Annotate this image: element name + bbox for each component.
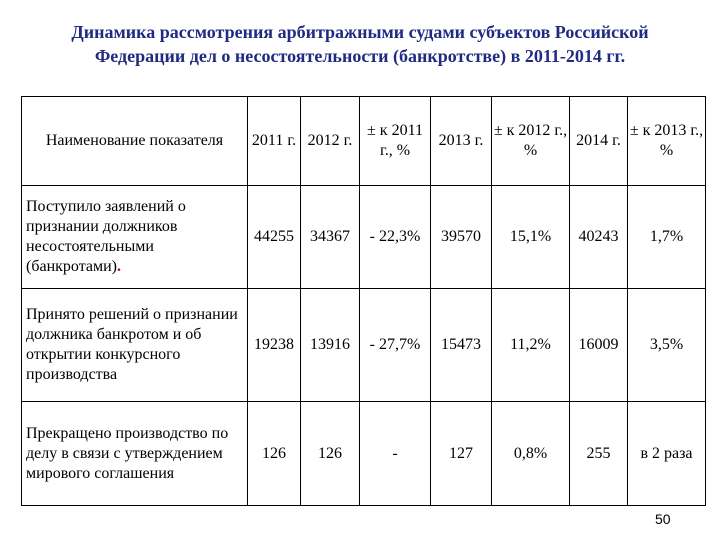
header-indicator-name: Наименование показателя <box>21 96 248 186</box>
table-row: Поступило заявлений о признании должнико… <box>21 185 706 289</box>
header-2011: 2011 г. <box>247 96 301 186</box>
table-row: Принято решений о признании должника бан… <box>21 288 706 402</box>
row-label-tail: . <box>117 258 121 275</box>
table-cell: - 27,7% <box>359 288 431 402</box>
table-cell: 16009 <box>569 288 628 402</box>
table-cell: 13916 <box>300 288 360 402</box>
row-label-terminated: Прекращено производство по делу в связи … <box>21 401 248 506</box>
table-cell: 34367 <box>300 185 360 289</box>
row-label-decisions: Принято решений о признании должника бан… <box>21 288 248 402</box>
header-2014: 2014 г. <box>569 96 628 186</box>
header-change-to-2013: ± к 2013 г., % <box>627 96 706 186</box>
table-cell: 127 <box>430 401 492 506</box>
header-change-to-2012: ± к 2012 г., % <box>491 96 570 186</box>
slide-title-line-1: Динамика рассмотрения арбитражными судам… <box>71 22 649 42</box>
table-cell: 40243 <box>569 185 628 289</box>
table-cell: 44255 <box>247 185 301 289</box>
table-header-row: Наименование показателя 2011 г. 2012 г. … <box>21 96 706 186</box>
header-change-to-2011: ± к 2011 г., % <box>359 96 431 186</box>
table-cell: 126 <box>247 401 301 506</box>
slide-title: Динамика рассмотрения арбитражными судам… <box>0 20 720 68</box>
table-cell: 1,7% <box>627 185 706 289</box>
table-cell: 126 <box>300 401 360 506</box>
table-row: Прекращено производство по делу в связи … <box>21 401 706 506</box>
table-cell: 0,8% <box>491 401 570 506</box>
header-2013: 2013 г. <box>430 96 492 186</box>
header-2012: 2012 г. <box>300 96 360 186</box>
table-cell: 11,2% <box>491 288 570 402</box>
row-label-applications: Поступило заявлений о признании должнико… <box>21 185 248 289</box>
table-cell: 3,5% <box>627 288 706 402</box>
slide-title-line-2: Федерации дел о несостоятельности (банкр… <box>94 46 626 66</box>
row-label-text: Принято решений о признании должника бан… <box>26 306 238 383</box>
table-cell: - <box>359 401 431 506</box>
table-cell: в 2 раза <box>627 401 706 506</box>
table-cell: 39570 <box>430 185 492 289</box>
bankruptcy-dynamics-table: Наименование показателя 2011 г. 2012 г. … <box>21 96 706 506</box>
table-cell: 19238 <box>247 288 301 402</box>
table-cell: 15,1% <box>491 185 570 289</box>
row-label-text: Поступило заявлений о признании должнико… <box>26 198 186 275</box>
page-number: 50 <box>655 511 671 527</box>
table-cell: 255 <box>569 401 628 506</box>
row-label-text: Прекращено производство по делу в связи … <box>26 424 229 482</box>
table-cell: 15473 <box>430 288 492 402</box>
table-cell: - 22,3% <box>359 185 431 289</box>
